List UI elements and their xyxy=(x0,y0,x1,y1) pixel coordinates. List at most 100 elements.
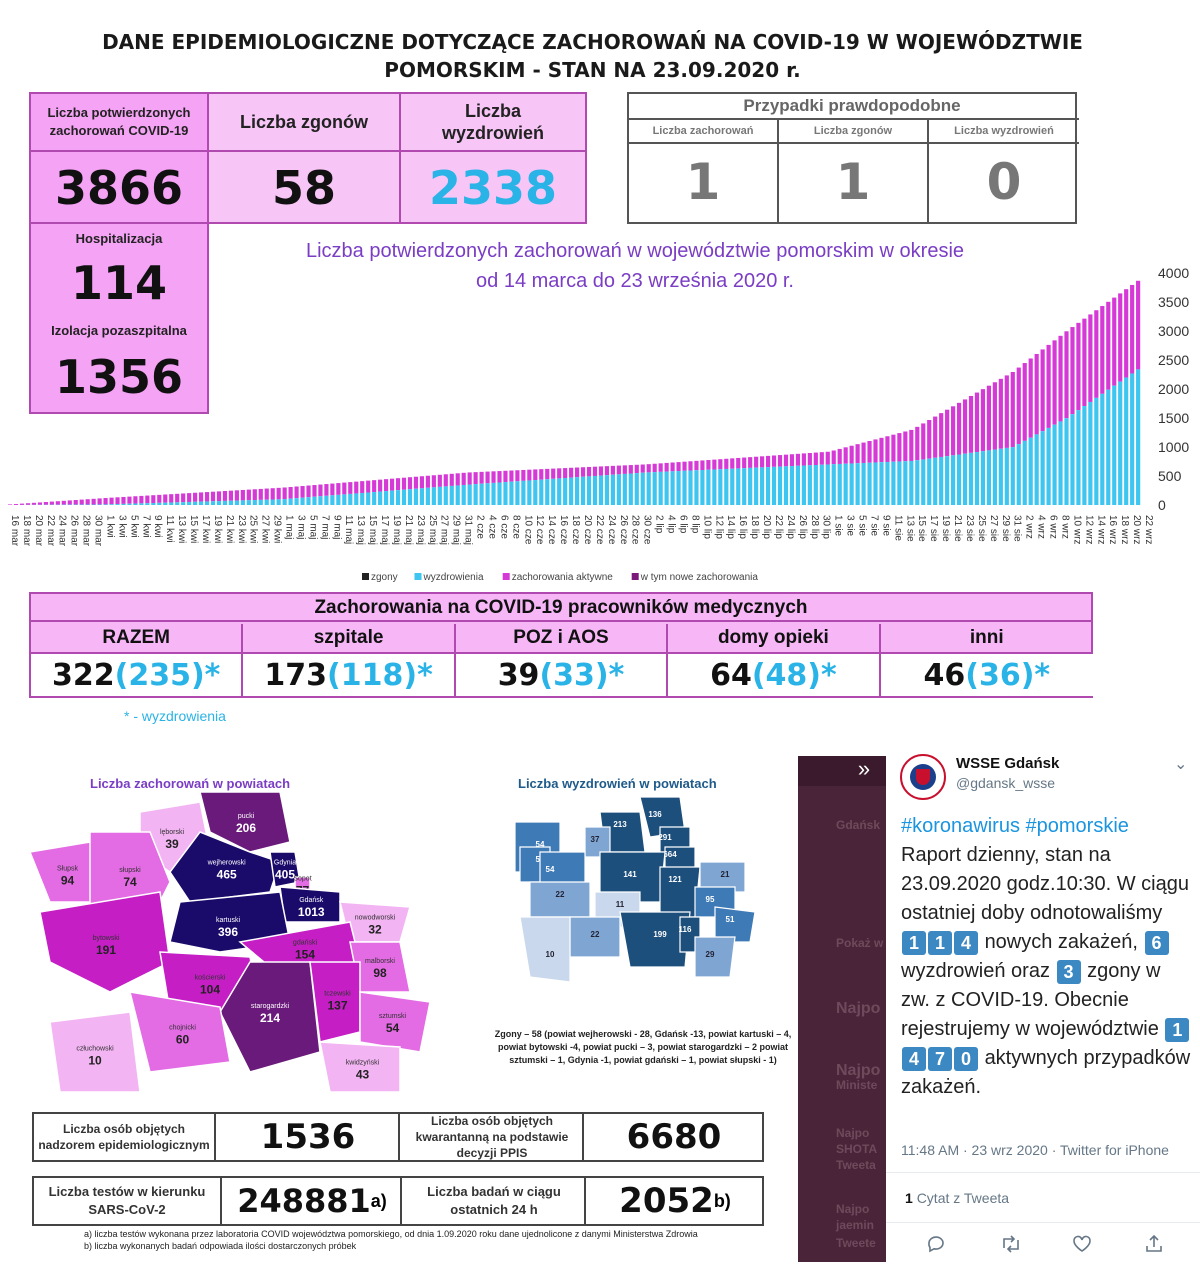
bar-recovered xyxy=(539,479,544,505)
bar-active xyxy=(1010,371,1015,448)
x-tick-label: 30 mar xyxy=(93,515,104,547)
avatar[interactable] xyxy=(900,754,946,800)
bar-active xyxy=(437,474,442,487)
quarantine-value: 6680 xyxy=(626,1117,722,1157)
bar-recovered xyxy=(962,453,968,505)
quote-tweets-link[interactable]: 1 Cytat z Tweeta xyxy=(905,1190,1009,1206)
bar-recovered xyxy=(736,468,741,505)
rec-region-value: 51 xyxy=(726,915,735,924)
bar-active xyxy=(431,475,436,488)
bar-active xyxy=(324,484,329,496)
account-handle[interactable]: @gdansk_wsse xyxy=(956,775,1056,791)
bar-active xyxy=(956,402,962,455)
bar-recovered xyxy=(497,482,502,505)
region-value: 98 xyxy=(373,966,387,980)
x-tick-label: 1 sie xyxy=(833,515,844,537)
bar-active xyxy=(127,496,132,504)
x-tick-label: 28 cze xyxy=(630,515,641,545)
bar-recovered xyxy=(175,502,180,505)
rec-region xyxy=(619,911,691,968)
medical-recovered: (235)* xyxy=(114,657,221,693)
bar-active xyxy=(216,491,222,502)
bar-recovered xyxy=(891,461,896,505)
x-tick-label: 12 wrz xyxy=(1083,515,1094,544)
bar-active xyxy=(222,491,228,501)
background-text: Gdańsk xyxy=(836,818,881,832)
x-tick-label: 13 sie xyxy=(904,515,915,542)
bar-active xyxy=(1070,327,1075,415)
bar-active xyxy=(760,456,765,468)
x-tick-label: 25 sie xyxy=(976,515,987,542)
bar-active xyxy=(551,468,556,479)
bar-recovered xyxy=(1094,397,1099,505)
bar-recovered xyxy=(652,472,657,505)
bar-recovered xyxy=(270,499,275,505)
bar-active xyxy=(258,488,263,500)
bar-recovered xyxy=(425,487,430,505)
x-tick-label: 26 lip xyxy=(797,515,808,539)
region-name: wejherowski xyxy=(207,860,247,867)
bar-active xyxy=(461,472,466,485)
region-value: 206 xyxy=(236,821,256,835)
bar-recovered xyxy=(861,462,866,505)
bar-active xyxy=(443,474,448,487)
medical-col-label: RAZEM xyxy=(31,624,244,654)
bar-active xyxy=(592,466,598,476)
background-text: Tweeta xyxy=(836,1158,876,1172)
bar-recovered xyxy=(151,503,156,505)
region-value: 214 xyxy=(260,1011,280,1025)
bar-active xyxy=(688,461,693,471)
like-icon[interactable] xyxy=(1072,1234,1092,1259)
x-tick-label: 27 sie xyxy=(988,515,999,542)
bar-active xyxy=(783,454,789,467)
double-chevron-icon[interactable]: » xyxy=(857,756,871,781)
y-tick-label: 1500 xyxy=(1158,410,1189,426)
bar-recovered xyxy=(974,452,980,505)
region-name: słupski xyxy=(119,867,141,874)
keycap-digit: 1 xyxy=(928,930,952,955)
bar-active xyxy=(992,382,997,450)
background-text: Ministe xyxy=(836,1078,878,1092)
x-tick-label: 10 wrz xyxy=(1071,515,1082,544)
bar-recovered xyxy=(479,483,484,505)
x-tick-label: 8 wrz xyxy=(1059,515,1070,539)
bar-recovered xyxy=(1088,401,1093,505)
bar-recovered xyxy=(706,469,711,505)
region-value: 43 xyxy=(356,1067,370,1081)
share-icon[interactable] xyxy=(1144,1234,1164,1259)
tests-label: Liczba testów w kierunku SARS-CoV-2 xyxy=(48,1184,206,1217)
bar-recovered xyxy=(97,504,102,505)
bar-active xyxy=(1064,331,1069,419)
background-text: jaemin xyxy=(836,1218,875,1232)
medical-col-value: 46 (36)* xyxy=(880,654,1093,696)
bar-recovered xyxy=(992,449,997,505)
x-tick-label: 7 maj xyxy=(319,515,330,539)
x-tick-label: 27 kwi xyxy=(260,515,271,543)
bar-recovered xyxy=(318,496,323,505)
region-name: malborski xyxy=(365,958,395,965)
tweet-meta[interactable]: 11:48 AM · 23 wrz 2020 · Twitter for iPh… xyxy=(901,1142,1169,1158)
bar-recovered xyxy=(801,465,806,505)
bar-recovered xyxy=(998,448,1003,505)
bar-recovered xyxy=(276,499,281,505)
rec-region-value: 116 xyxy=(679,925,692,934)
bar-recovered xyxy=(867,462,872,505)
reply-icon[interactable] xyxy=(926,1234,946,1260)
retweet-icon[interactable] xyxy=(1000,1234,1022,1259)
supervision-value: 1536 xyxy=(260,1117,356,1157)
region-value: 1013 xyxy=(298,905,325,919)
bar-active xyxy=(288,486,293,499)
bar-active xyxy=(1088,314,1093,402)
bar-recovered xyxy=(819,464,824,505)
bar-active xyxy=(951,406,956,456)
bar-recovered xyxy=(688,470,693,505)
bar-recovered xyxy=(91,504,96,505)
account-name[interactable]: WSSE Gdańsk xyxy=(956,755,1060,772)
medical-recovered: (36)* xyxy=(965,657,1051,693)
x-tick-label: 18 cze xyxy=(570,515,581,545)
bar-recovered xyxy=(503,482,508,505)
bar-active xyxy=(1082,318,1087,407)
chevron-down-icon[interactable]: ⌄ xyxy=(1174,756,1188,773)
recovered-map-title: Liczba wyzdrowień w powiatach xyxy=(518,776,717,791)
tweet-hashtags[interactable]: #koronawirus #pomorskie xyxy=(901,815,1129,837)
